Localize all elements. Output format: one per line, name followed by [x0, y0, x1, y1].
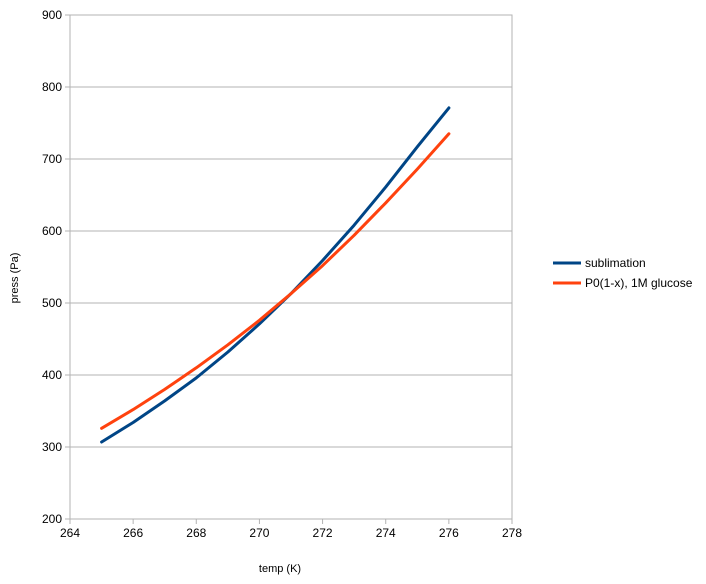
legend: sublimation P0(1-x), 1M glucose [553, 256, 693, 290]
series-lines [100, 106, 451, 444]
x-tick-label: 268 [186, 526, 206, 540]
y-tick-label: 500 [42, 296, 62, 310]
x-axis-title: temp (K) [259, 563, 301, 575]
y-axis-ticks: 200 300 400 500 600 700 800 900 [42, 8, 70, 526]
x-tick-label: 270 [249, 526, 269, 540]
y-tick-label: 800 [42, 80, 62, 94]
y-tick-label: 300 [42, 440, 62, 454]
y-tick-label: 600 [42, 224, 62, 238]
y-axis-title: press (Pa) [9, 253, 21, 304]
x-tick-label: 272 [313, 526, 333, 540]
series-line-1 [100, 132, 451, 430]
y-tick-label: 200 [42, 512, 62, 526]
plot-area-border [69, 14, 513, 520]
x-tick-label: 266 [123, 526, 143, 540]
x-axis-ticks: 264 266 268 270 272 274 276 278 [60, 519, 522, 540]
x-tick-label: 278 [502, 526, 522, 540]
series-line-0 [100, 106, 451, 444]
gridlines [70, 14, 512, 520]
y-tick-label: 900 [42, 8, 62, 22]
y-tick-label: 700 [42, 152, 62, 166]
legend-label: sublimation [585, 256, 646, 270]
legend-label: P0(1-x), 1M glucose [585, 276, 693, 290]
y-tick-label: 400 [42, 368, 62, 382]
x-tick-label: 276 [439, 526, 459, 540]
x-tick-label: 274 [376, 526, 396, 540]
x-tick-label: 264 [60, 526, 80, 540]
